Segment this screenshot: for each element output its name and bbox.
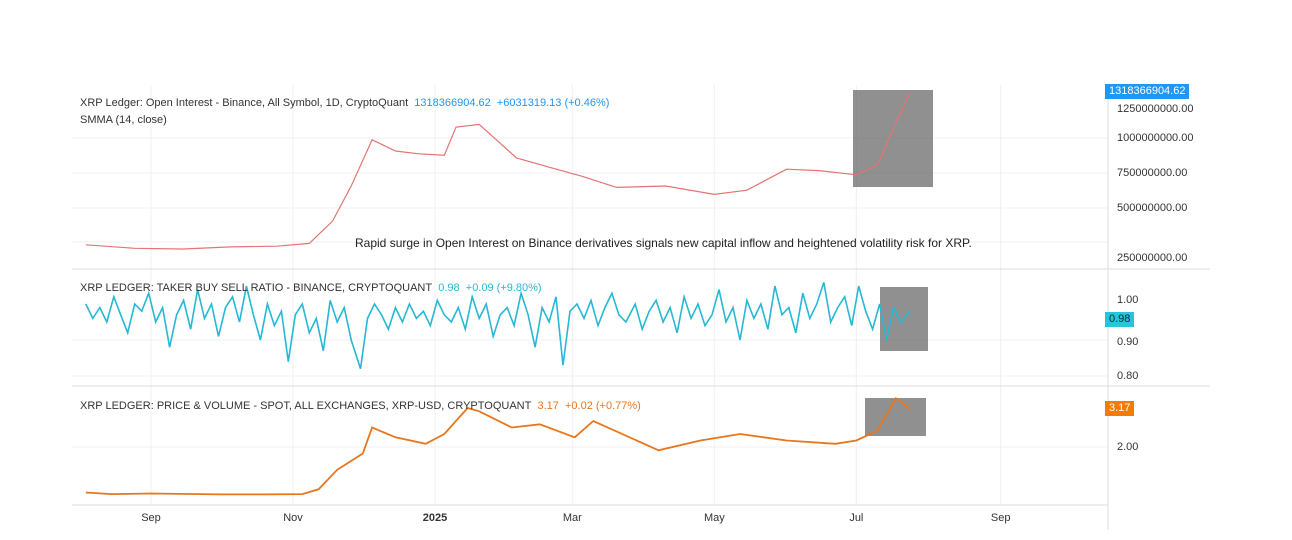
ratio-title: XRP LEDGER: TAKER BUY SELL RATIO - BINAN…	[80, 282, 433, 294]
ratio-price-tag: 0.98	[1105, 312, 1135, 327]
price-title: XRP LEDGER: PRICE & VOLUME - SPOT, ALL E…	[80, 400, 532, 412]
x-tick-label: May	[703, 512, 725, 524]
x-tick-label: Nov	[283, 512, 303, 524]
x-tick-label: 2025	[422, 512, 448, 524]
price-legend: XRP LEDGER: PRICE & VOLUME - SPOT, ALL E…	[80, 400, 641, 412]
highlight-box	[865, 398, 926, 436]
ratio-change: +0.09 (+9.80%)	[465, 282, 542, 294]
y-tick: 1000000000.00	[1117, 132, 1194, 144]
oi-title: XRP Ledger: Open Interest - Binance, All…	[80, 97, 409, 109]
ratio-legend: XRP LEDGER: TAKER BUY SELL RATIO - BINAN…	[80, 282, 542, 294]
y-tick: 1.00	[1117, 294, 1139, 306]
oi-change: +6031319.13 (+0.46%)	[496, 97, 610, 109]
x-tick-label: Sep	[141, 512, 161, 524]
x-tick-label: Sep	[990, 512, 1011, 524]
oi-value: 1318366904.62	[414, 97, 491, 109]
x-tick-label: Mar	[562, 512, 582, 524]
y-tick: 0.90	[1117, 336, 1139, 348]
price-change: +0.02 (+0.77%)	[565, 400, 641, 412]
smma-label: SMMA (14, close)	[80, 114, 167, 126]
oi-legend: XRP Ledger: Open Interest - Binance, All…	[80, 97, 609, 109]
y-tick: 1250000000.00	[1117, 103, 1194, 115]
annotation-text: Rapid surge in Open Interest on Binance …	[355, 236, 972, 250]
y-tick: 2.00	[1117, 441, 1139, 453]
taker-ratio-line	[85, 282, 911, 370]
highlight-box	[853, 90, 933, 187]
price-price-tag: 3.17	[1105, 401, 1135, 416]
y-tick: 500000000.00	[1117, 202, 1188, 214]
open-interest-line	[85, 92, 911, 250]
y-tick: 0.80	[1117, 370, 1139, 382]
price-line	[85, 396, 911, 496]
price-value: 3.17	[537, 400, 559, 412]
y-tick: 750000000.00	[1117, 167, 1188, 179]
x-tick-label: Jul	[849, 512, 864, 524]
ratio-value: 0.98	[438, 282, 460, 294]
y-tick: 250000000.00	[1117, 252, 1188, 264]
oi-price-tag: 1318366904.62	[1105, 84, 1190, 99]
